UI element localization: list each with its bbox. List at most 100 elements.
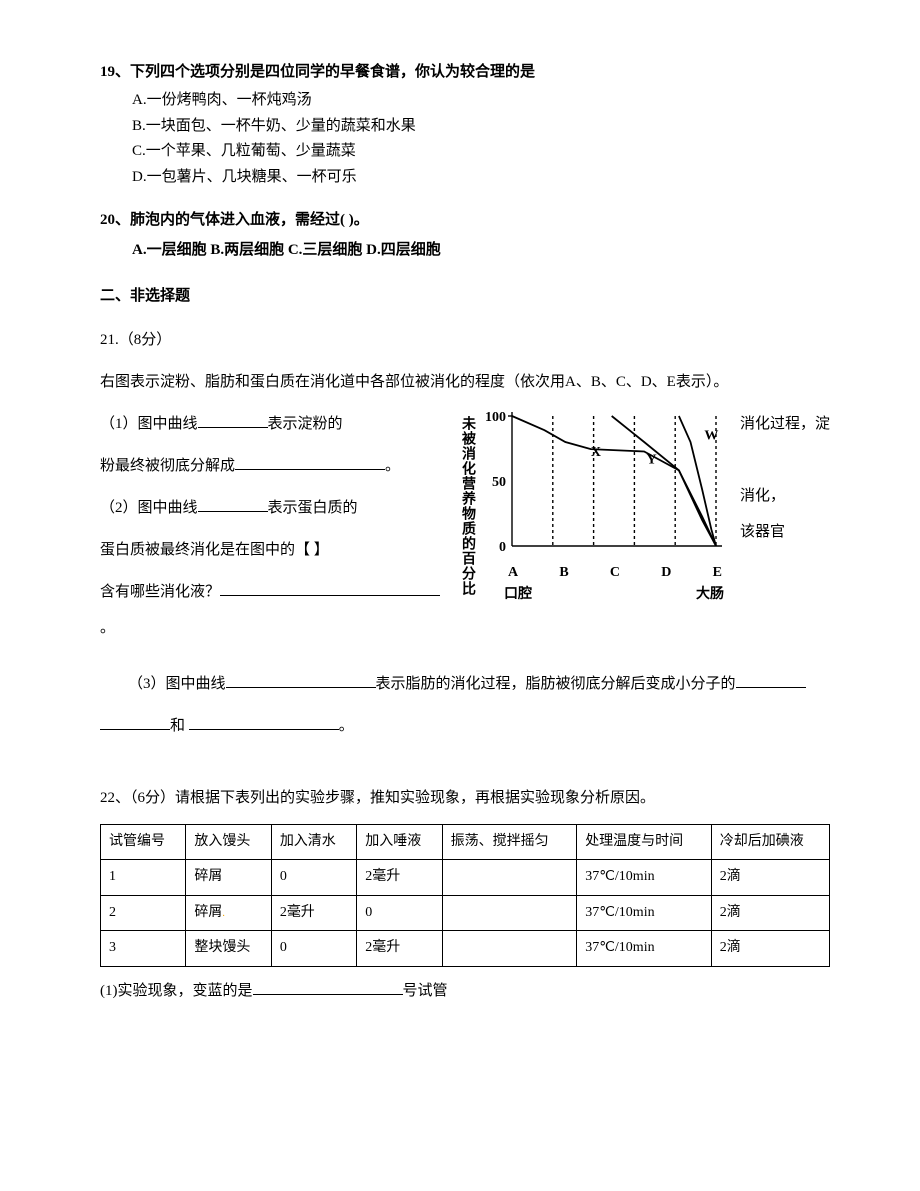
col-header: 振荡、搅拌摇匀 xyxy=(442,825,577,860)
chart-wrap: 未被消化营养物质的百分比 050100XYW A B C D E 口腔 大肠 xyxy=(456,406,728,607)
x-tick: A xyxy=(508,562,518,584)
q21-p3: （2）图中曲线 表示蛋白质的 xyxy=(100,490,444,526)
q19-opt-b: B.一块面包、一杯牛奶、少量的蔬菜和水果 xyxy=(132,114,830,140)
svg-text:100: 100 xyxy=(485,410,506,425)
table-cell: 37℃/10min xyxy=(577,931,712,966)
text: 粉最终被彻底分解成 xyxy=(100,458,235,474)
q21-left-text: （1）图中曲线表示淀粉的 粉最终被彻底分解成。 （2）图中曲线表示蛋白质的 蛋白… xyxy=(100,406,444,652)
table-cell: 1 xyxy=(101,860,186,895)
table-cell: 2 xyxy=(101,895,186,930)
x-tick: C xyxy=(610,562,620,584)
q21-p2: 粉最终被彻底分解成 。 xyxy=(100,448,444,484)
text: 表示淀粉的 xyxy=(268,416,343,432)
q21-p6: （3）图中曲线 表示脂肪的消化过程，脂肪被彻底分解后变成小分子的 xyxy=(128,666,830,702)
text: 蛋白质被最终消化是在图中的【 】 xyxy=(100,542,329,558)
q21-header: 21.（8分） xyxy=(100,322,830,358)
text: （1）图中曲线 xyxy=(100,416,198,432)
chart-x-section-labels: A B C D E xyxy=(480,562,728,584)
table-row: 1碎屑02毫升 37℃/10min2滴 xyxy=(101,860,830,895)
spacer xyxy=(100,652,830,666)
table-cell: 2毫升 xyxy=(357,860,442,895)
q21-p7: 和 。 xyxy=(100,708,830,744)
table-cell xyxy=(442,860,577,895)
blank xyxy=(220,581,440,596)
svg-text:X: X xyxy=(591,445,601,460)
x-tick: B xyxy=(559,562,568,584)
x-label-left: 口腔 xyxy=(504,584,532,606)
table-cell: 37℃/10min xyxy=(577,860,712,895)
text: 。 xyxy=(100,620,115,636)
question-21: 21.（8分） 右图表示淀粉、脂肪和蛋白质在消化道中各部位被消化的程度（依次用A… xyxy=(100,322,830,744)
q21-p4: 蛋白质被最终消化是在图中的【 】 xyxy=(100,532,444,568)
chart-y-axis-label: 未被消化营养物质的百分比 xyxy=(456,406,480,607)
blank xyxy=(736,673,806,688)
q19-stem: 19、下列四个选项分别是四位同学的早餐食谱，你认为较合理的是 xyxy=(100,60,830,84)
col-header: 处理温度与时间 xyxy=(577,825,712,860)
q21-p1: （1）图中曲线 表示淀粉的 xyxy=(100,406,444,442)
chart-x-end-labels: 口腔 大肠 xyxy=(480,584,728,606)
experiment-table: 试管编号 放入馒头 加入清水 加入唾液 振荡、搅拌摇匀 处理温度与时间 冷却后加… xyxy=(100,824,830,967)
q19-options: A.一份烤鸭肉、一杯炖鸡汤 B.一块面包、一杯牛奶、少量的蔬菜和水果 C.一个苹… xyxy=(132,88,830,190)
text: 消化， xyxy=(740,478,830,514)
q21-body-row: （1）图中曲线表示淀粉的 粉最终被彻底分解成。 （2）图中曲线表示蛋白质的 蛋白… xyxy=(100,406,830,652)
q20-options: A.一层细胞 B.两层细胞 C.三层细胞 D.四层细胞 xyxy=(132,238,830,262)
x-label-right: 大肠 xyxy=(696,584,724,606)
q21-right-text: 消化过程，淀 消化， 该器官 xyxy=(740,406,830,550)
svg-text:0: 0 xyxy=(499,540,506,554)
q22-header: 22、（6分）请根据下表列出的实验步骤，推知实验现象，再根据实验现象分析原因。 xyxy=(100,780,830,816)
q20-stem: 20、肺泡内的气体进入血液，需经过( )。 xyxy=(100,208,830,232)
table-cell: 2毫升 xyxy=(271,895,356,930)
q21-chart: 未被消化营养物质的百分比 050100XYW A B C D E 口腔 大肠 xyxy=(456,406,728,607)
table-cell: 3 xyxy=(101,931,186,966)
table-cell: 2滴 xyxy=(711,860,829,895)
table-cell: 整块馒头 xyxy=(186,931,271,966)
table-cell: 碎屑 xyxy=(186,860,271,895)
text: (1)实验现象，变蓝的是 xyxy=(100,983,253,999)
q19-opt-d: D.一包薯片、几块糖果、一杯可乐 xyxy=(132,165,830,191)
q22-footer: (1)实验现象，变蓝的是 号试管 xyxy=(100,973,830,1009)
text: 。 xyxy=(385,458,400,474)
table-cell: 0 xyxy=(271,860,356,895)
question-20: 20、肺泡内的气体进入血液，需经过( )。 A.一层细胞 B.两层细胞 C.三层… xyxy=(100,208,830,262)
question-19: 19、下列四个选项分别是四位同学的早餐食谱，你认为较合理的是 A.一份烤鸭肉、一… xyxy=(100,60,830,190)
col-header: 冷却后加碘液 xyxy=(711,825,829,860)
blank xyxy=(100,715,170,730)
blank xyxy=(226,673,376,688)
digestion-chart-svg: 050100XYW xyxy=(480,406,728,554)
blank xyxy=(253,980,403,995)
table-cell: 碎屑. xyxy=(186,895,271,930)
q19-opt-c: C.一个苹果、几粒葡萄、少量蔬菜 xyxy=(132,139,830,165)
text: （2）图中曲线 xyxy=(100,500,198,516)
col-header: 加入唾液 xyxy=(357,825,442,860)
table-row: 2碎屑.2毫升037℃/10min2滴 xyxy=(101,895,830,930)
text: 。 xyxy=(339,718,354,734)
table-cell: 0 xyxy=(271,931,356,966)
text: （3）图中曲线 xyxy=(128,676,226,692)
spacer xyxy=(100,762,830,780)
table-row: 3整块馒头02毫升37℃/10min2滴 xyxy=(101,931,830,966)
q19-opt-a: A.一份烤鸭肉、一杯炖鸡汤 xyxy=(132,88,830,114)
text xyxy=(740,442,830,478)
question-22: 22、（6分）请根据下表列出的实验步骤，推知实验现象，再根据实验现象分析原因。 … xyxy=(100,780,830,1009)
table-cell: 2滴 xyxy=(711,895,829,930)
x-tick: E xyxy=(713,562,722,584)
q21-p5: 含有哪些消化液？ 。 xyxy=(100,574,444,646)
text: 和 xyxy=(170,718,185,734)
svg-text:50: 50 xyxy=(492,475,506,490)
svg-text:W: W xyxy=(704,429,718,444)
col-header: 试管编号 xyxy=(101,825,186,860)
table-cell xyxy=(442,895,577,930)
section-2-title: 二、非选择题 xyxy=(100,284,830,308)
table-cell: 37℃/10min xyxy=(577,895,712,930)
chart-svg-col: 050100XYW A B C D E 口腔 大肠 xyxy=(480,406,728,607)
text: 含有哪些消化液？ xyxy=(100,584,220,600)
text: 表示蛋白质的 xyxy=(268,500,358,516)
col-header: 加入清水 xyxy=(271,825,356,860)
blank xyxy=(198,413,268,428)
table-cell xyxy=(442,931,577,966)
text: 该器官 xyxy=(740,514,830,550)
text: 号试管 xyxy=(403,983,448,999)
text: 表示脂肪的消化过程，脂肪被彻底分解后变成小分子的 xyxy=(376,676,736,692)
q21-intro: 右图表示淀粉、脂肪和蛋白质在消化道中各部位被消化的程度（依次用A、B、C、D、E… xyxy=(100,364,830,400)
text: 消化过程，淀 xyxy=(740,406,830,442)
